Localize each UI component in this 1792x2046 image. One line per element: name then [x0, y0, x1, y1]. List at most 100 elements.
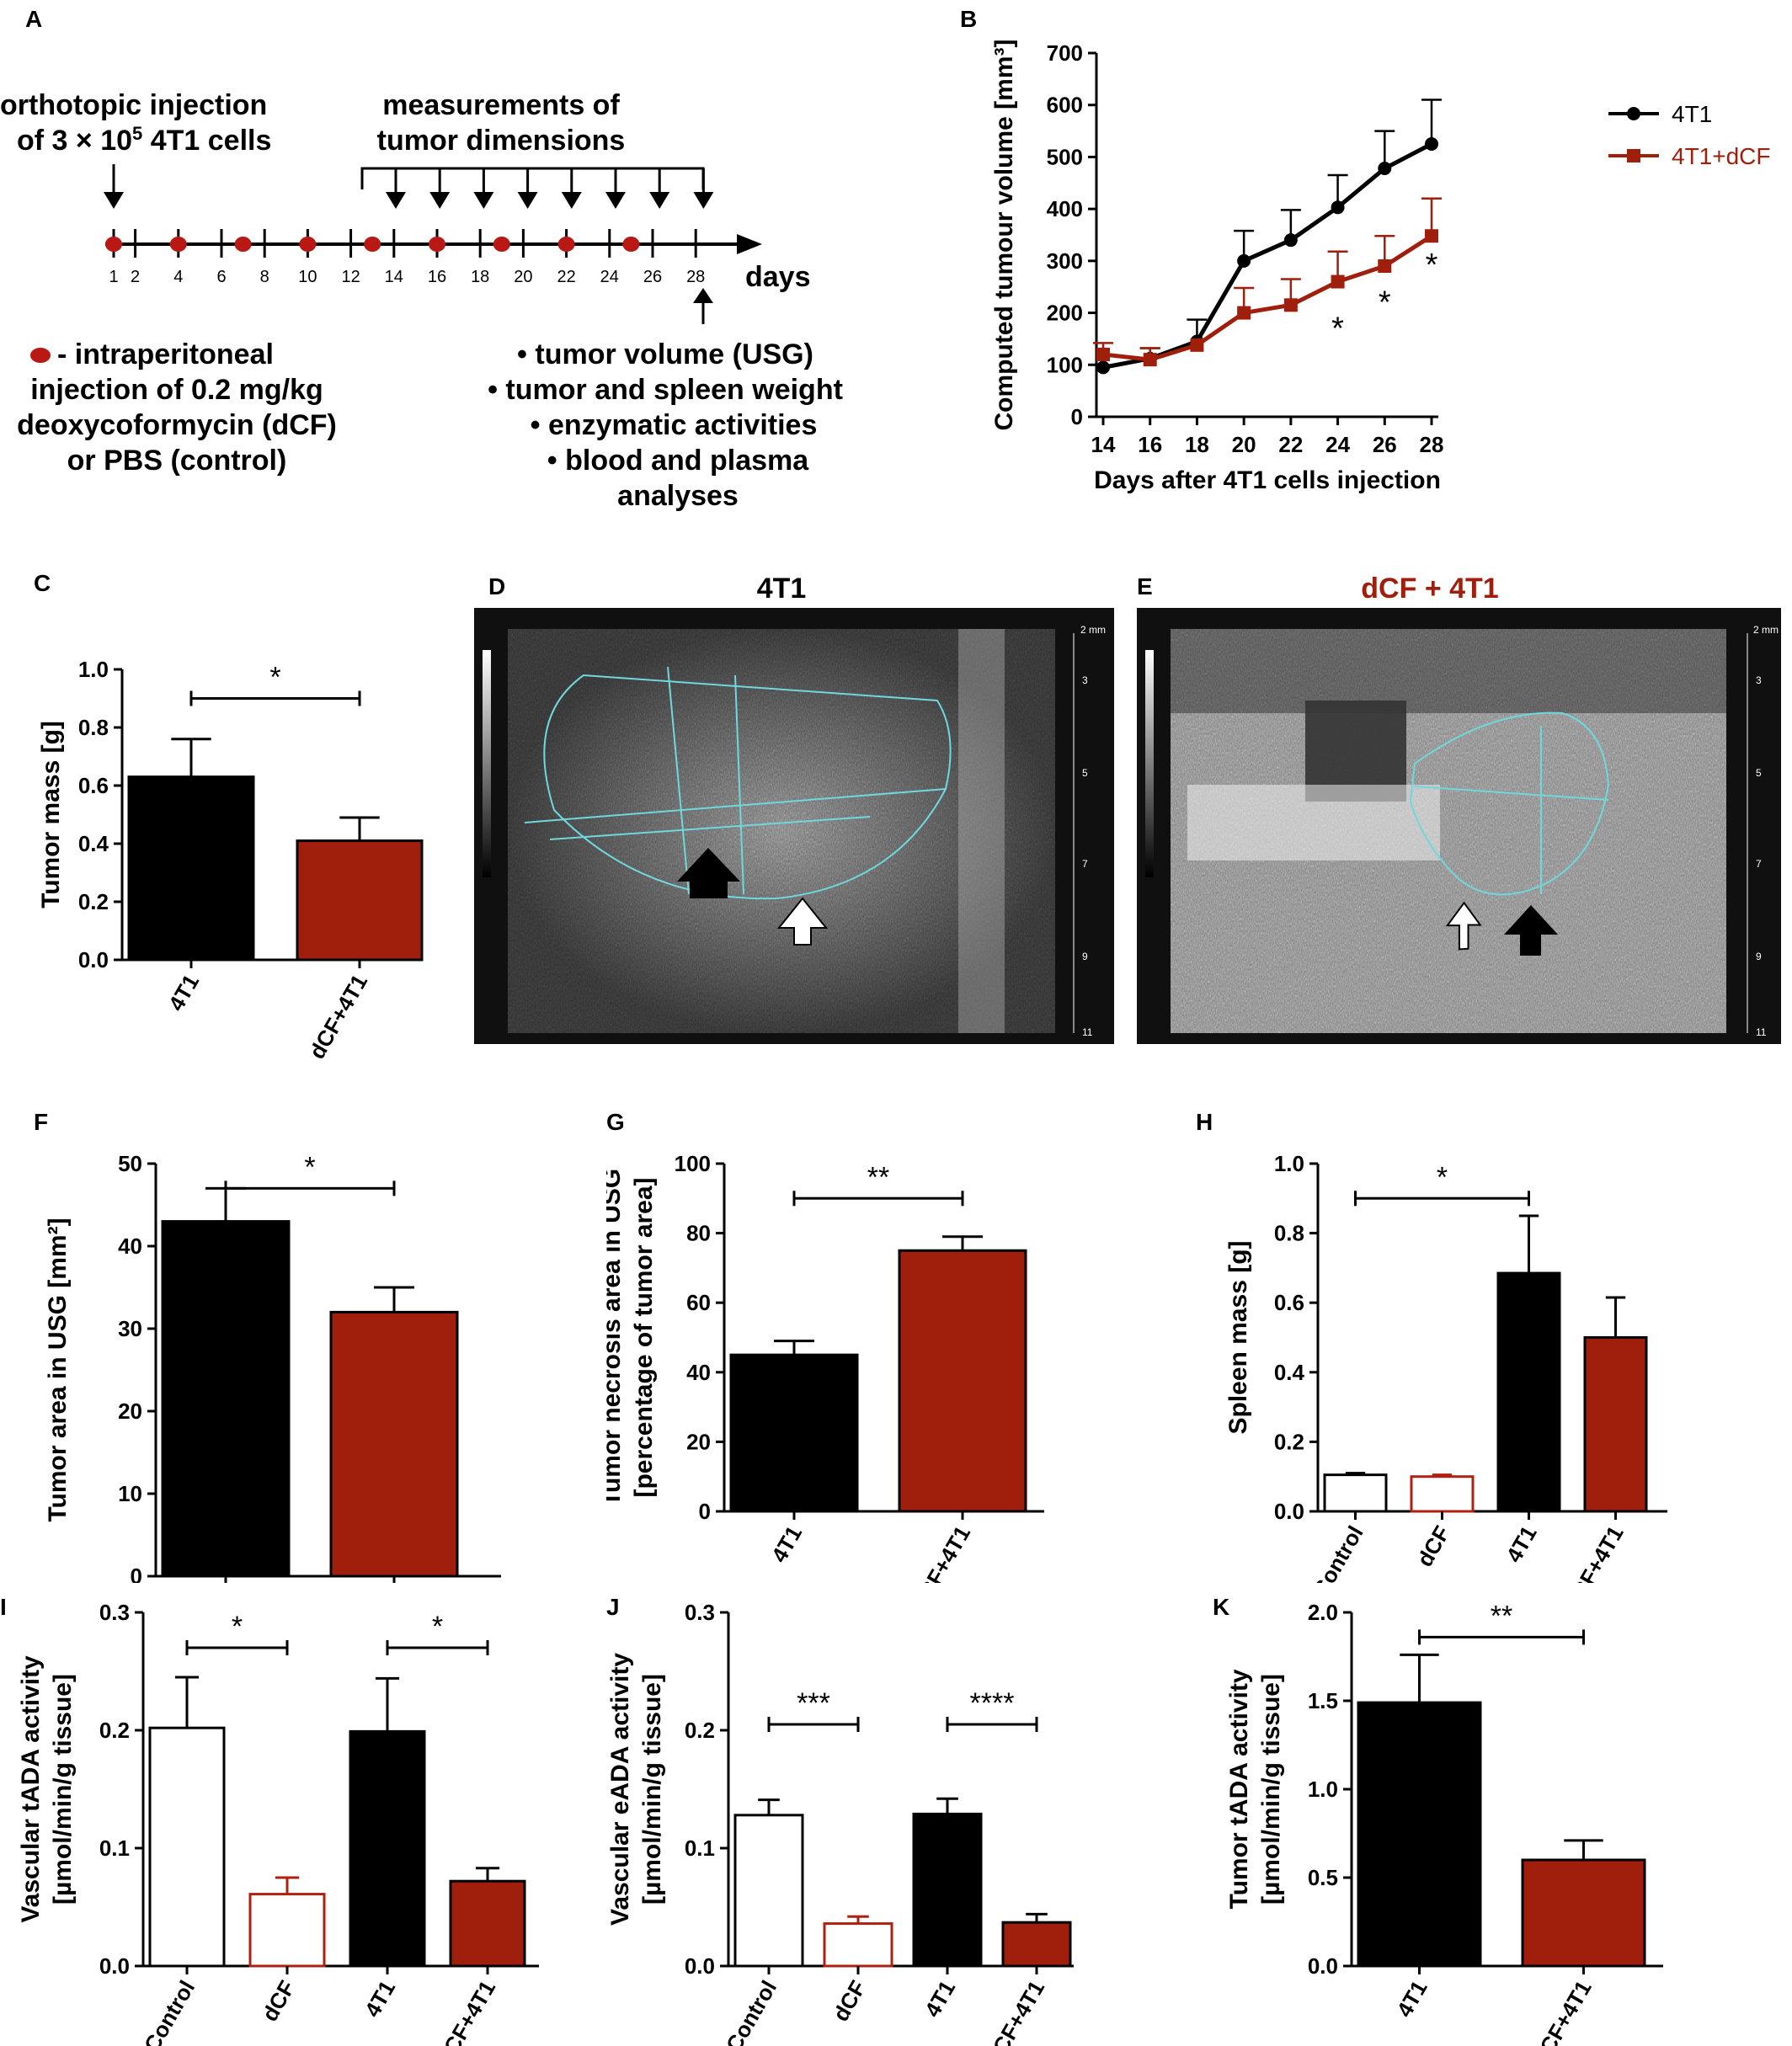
y-tick-label: 60 [686, 1290, 711, 1315]
y-tick-label: 1.0 [78, 657, 109, 682]
endpoint-line-2: • tumor and spleen weight [488, 374, 843, 406]
significance-label: * [269, 662, 280, 694]
data-point [1378, 162, 1392, 176]
y-tick-label: 0.4 [78, 831, 109, 856]
injection-text-line1: orthotopic injection [0, 89, 267, 121]
y-axis-label-line2: [µmol/min/g tissue] [49, 1674, 77, 1905]
significance-label: * [232, 1611, 243, 1643]
data-point [1096, 360, 1110, 375]
y-tick-label: 0 [131, 1564, 142, 1583]
x-tick-label: dCF+4T1 [1528, 1976, 1596, 2046]
y-tick-label: 0 [699, 1499, 711, 1524]
bar [449, 1879, 526, 1968]
y-tick-label: 20 [686, 1429, 711, 1454]
y-axis-label: Spleen mass [g] [1224, 1240, 1252, 1434]
timeline-diagram: A orthotopic injection of 3 × 105 4T1 ce… [0, 6, 843, 512]
y-axis-label: Vascular eADA activity [606, 1653, 634, 1926]
measure-text-line2: tumor dimensions [377, 125, 626, 157]
data-point [1425, 137, 1438, 151]
data-point [1283, 233, 1298, 248]
x-tick-label: 4T1 [163, 970, 204, 1015]
chart-c-tumor-mass: C 0.0 0.2 0.4 0.6 0.8 1.0 Tumor mass [g] 4T1 dCF+… [34, 570, 424, 1063]
y-tick-label: 0 [1071, 404, 1083, 429]
depth-scale: 2 mm 3 5 7 9 11 [1747, 624, 1779, 1038]
panel-label-a: A [25, 6, 42, 32]
timeline-tick-label: 18 [471, 268, 489, 286]
y-tick-label: 700 [1047, 40, 1083, 66]
injection-dot [493, 237, 510, 252]
y-tick-label: 1.0 [1274, 1151, 1304, 1176]
y-axis-label-line2: [µmol/min/g tissue] [638, 1674, 666, 1905]
data-point [1237, 306, 1251, 320]
endpoint-line-1: • tumor volume (USG) [517, 338, 813, 370]
injection-arrowhead [104, 192, 124, 209]
y-tick-label: 0.2 [685, 1718, 715, 1743]
data-point [1378, 259, 1392, 274]
y-tick-label: 0.2 [1274, 1429, 1304, 1454]
svg-text:9: 9 [1082, 951, 1088, 962]
y-tick-label: 500 [1047, 144, 1083, 169]
injection-dot [169, 237, 187, 252]
y-axis-label: Tumor tADA activity [1225, 1669, 1253, 1909]
y-tick-label: 20 [118, 1399, 142, 1424]
y-axis-label: Tumor area in USG [mm²] [44, 1217, 72, 1521]
panel-label: B [960, 6, 977, 32]
x-tick-label: 4T1 [766, 1521, 807, 1567]
endpoint-line-5: analyses [617, 480, 739, 512]
timeline-tick-label: 16 [428, 268, 446, 286]
y-tick-label: 2.0 [1308, 1600, 1338, 1625]
x-tick-label: dCF+4T1 [304, 970, 372, 1063]
y-tick-label: 50 [118, 1151, 142, 1176]
x-tick-label: 4T1 [1501, 1521, 1541, 1567]
y-tick-label: 0.3 [99, 1600, 130, 1625]
y-tick-label: 0.0 [78, 947, 109, 972]
y-tick-label: 10 [118, 1481, 142, 1506]
ultrasound-image-4t1: 2 mm 3 5 7 9 11 [474, 608, 1114, 1044]
data-point [1143, 353, 1157, 367]
y-axis-label: Vascular tADA activity [17, 1655, 45, 1923]
y-tick-label: 80 [686, 1221, 711, 1246]
x-tick-label: dCF+4T1 [981, 1976, 1049, 2046]
bar [296, 839, 424, 962]
timeline-tick-label: 6 [216, 268, 226, 286]
data-point [1331, 200, 1345, 215]
timeline-marks: 1 2 4 6 8 10 12 14 16 18 20 22 24 26 28 [104, 164, 762, 286]
tumor-arrow-white [1445, 901, 1482, 951]
y-axis-label: Computed tumour volume [mm³] [990, 40, 1018, 431]
significance-label: *** [797, 1687, 830, 1719]
injection-dot [364, 237, 381, 252]
bar [729, 1353, 859, 1513]
y-tick-label: 0.2 [99, 1718, 130, 1743]
x-tick-label: 24 [1325, 432, 1350, 457]
panel-d-header: D 4T1 [488, 573, 807, 605]
bar [1583, 1336, 1648, 1513]
x-tick-label: dCF+4T1 [907, 1521, 975, 1583]
data-point [1190, 338, 1204, 352]
timeline-tick-label: 14 [385, 268, 403, 286]
data-point [1096, 347, 1110, 361]
measurement-bracket [360, 167, 705, 189]
significance-label: * [1437, 1161, 1448, 1193]
y-tick-label: 40 [686, 1360, 711, 1385]
measurement-arrowhead [517, 192, 538, 209]
data-point [1283, 298, 1298, 312]
timeline-tick-label: 22 [557, 268, 575, 286]
panel-d-title: 4T1 [757, 573, 807, 605]
legend-line-2: injection of 0.2 mg/kg [30, 374, 323, 406]
necrosis-arrow-black [677, 848, 740, 898]
chart-b-tumour-volume: B 0 100 200 300 400 500 600 700 14 16 18 20 22 24 26 28 D… [960, 6, 1771, 494]
y-tick-label: 600 [1047, 93, 1083, 118]
legend-marker [1627, 149, 1640, 163]
series-line [1102, 234, 1433, 362]
injection-dot [299, 237, 317, 252]
y-tick-label: 1.5 [1308, 1688, 1338, 1713]
y-tick-label: 0.3 [685, 1600, 715, 1625]
x-tick-label: Control [721, 1976, 781, 2046]
y-tick-label: 0.2 [78, 889, 109, 914]
bar [1001, 1921, 1072, 1968]
legend-label: 4T1+dCF [1672, 143, 1771, 169]
x-tick-label: 18 [1185, 432, 1209, 457]
panel-e-title: dCF + 4T1 [1361, 573, 1498, 605]
y-tick-label: 0.4 [1274, 1360, 1305, 1385]
panel-label: K [1213, 1594, 1229, 1620]
